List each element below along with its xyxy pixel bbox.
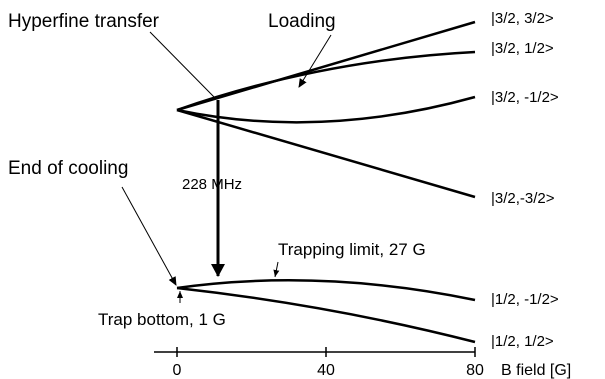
x-tick-label-40: 40 [317,362,335,379]
hyperfine-transfer-pointer [149,31,217,100]
curve-f32-m12 [176,95,476,124]
end-of-cooling-label: End of cooling [8,158,128,179]
end-of-cooling-pointer [121,186,177,286]
x-axis-label: B field [G] [501,362,571,379]
state-label-f12-p12: |1/2, 1/2> [491,333,554,350]
state-label-f32-m32: |3/2,-3/2> [491,190,555,207]
x-tick-label-80: 80 [466,362,484,379]
curve-f32-p12 [176,50,476,112]
hyperfine-transfer-label: Hyperfine transfer [8,11,160,32]
curve-f32-m32 [176,108,476,199]
curve-f12-p12 [176,286,476,344]
curve-f12-m12 [176,279,476,302]
curve-f32-p32 [176,20,476,112]
x-tick-label-0: 0 [173,362,182,379]
loading-pointer [298,34,332,88]
state-label-f32-m12: |3/2, -1/2> [491,89,559,106]
trapping-limit-label: Trapping limit, 27 G [278,240,426,259]
state-label-f12-m12: |1/2, -1/2> [491,291,559,308]
state-label-f32-p12: |3/2, 1/2> [491,40,554,57]
state-label-f32-p32: |3/2, 3/2> [491,10,554,27]
trap-bottom-label: Trap bottom, 1 G [98,310,226,329]
frequency-label: 228 MHz [182,176,242,193]
loading-label: Loading [268,11,336,32]
trapping-limit-pointer [273,261,280,278]
